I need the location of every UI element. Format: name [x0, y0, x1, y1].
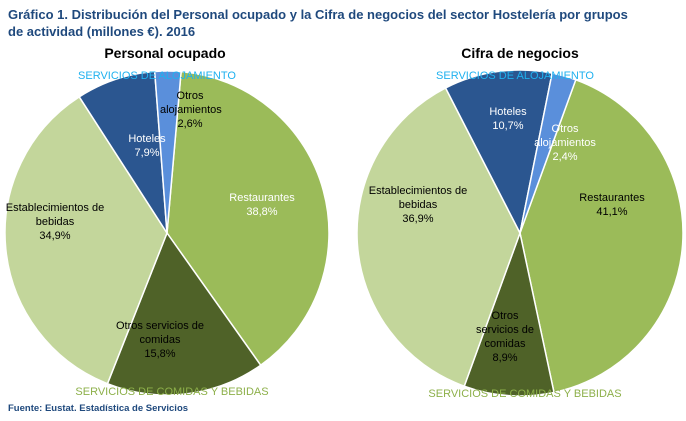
slice-label: Otros servicios de comidas 15,8% — [105, 319, 215, 361]
category-label: Establecimientos de bebidas — [5, 202, 105, 228]
slice-label: Hoteles 10,7% — [483, 105, 533, 133]
pie-title: Personal ocupado — [104, 45, 226, 61]
value-label: 2,6% — [177, 118, 203, 130]
category-label: Establecimientos de bebidas — [368, 185, 468, 211]
value-label: 34,9% — [39, 230, 71, 242]
slice-label: Restaurantes 38,8% — [217, 191, 307, 219]
group-label: SERVICIOS DE ALOJAMIENTO — [78, 70, 236, 82]
category-label: Hoteles — [128, 133, 166, 145]
pie-slice — [153, 70, 182, 234]
pie-slice — [106, 231, 262, 396]
category-label: Otros alojamientos — [160, 90, 222, 116]
group-label: SERVICIOS DE COMIDAS Y BEBIDAS — [75, 386, 269, 398]
value-label: 2,4% — [552, 151, 578, 163]
slice-label: Establecimientos de bebidas 34,9% — [5, 201, 105, 243]
slice-label: Otros servicios de comidas 8,9% — [470, 309, 540, 365]
value-label: 10,7% — [492, 120, 524, 132]
category-label: Restaurantes — [229, 192, 295, 204]
value-label: 8,9% — [492, 352, 518, 364]
value-label: 38,8% — [246, 206, 278, 218]
group-label: SERVICIOS DE ALOJAMIENTO — [436, 70, 594, 82]
pie-slice — [166, 70, 330, 367]
chart-title: Gráfico 1. Distribución del Personal ocu… — [8, 7, 628, 39]
category-label: Otros alojamientos — [534, 123, 596, 149]
value-label: 15,8% — [144, 348, 176, 360]
slice-label: Establecimientos de bebidas 36,9% — [368, 184, 468, 226]
pie-slice — [444, 69, 553, 236]
pie-slice — [519, 72, 577, 234]
pie-slice — [356, 86, 521, 388]
category-label: Restaurantes — [579, 192, 645, 204]
slice-label: Hoteles 7,9% — [122, 132, 172, 160]
pie-slice — [463, 230, 555, 397]
category-label: Hoteles — [489, 106, 527, 118]
category-label: Otros servicios de comidas — [475, 310, 535, 350]
group-label: SERVICIOS DE COMIDAS Y BEBIDAS — [428, 388, 622, 400]
pie-title: Cifra de negocios — [461, 45, 579, 61]
pie-slice — [4, 95, 168, 385]
source-note: Fuente: Eustat. Estadística de Servicios — [8, 403, 189, 414]
pie-slice — [519, 78, 684, 394]
slice-label: Restaurantes 41,1% — [567, 191, 657, 219]
value-label: 41,1% — [596, 206, 628, 218]
slice-label: Otros alojamientos 2,4% — [530, 122, 600, 164]
category-label: Otros servicios de comidas — [115, 320, 205, 346]
value-label: 36,9% — [402, 213, 434, 225]
value-label: 7,9% — [134, 147, 160, 159]
slice-label: Otros alojamientos 2,6% — [160, 89, 222, 131]
